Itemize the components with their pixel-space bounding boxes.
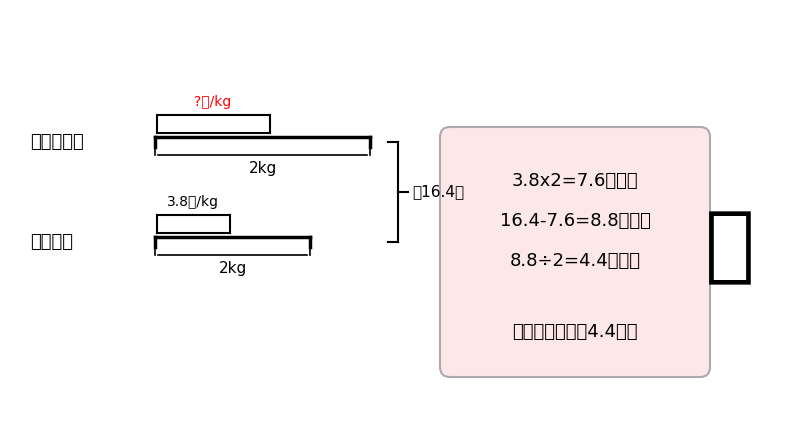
Text: ?元/kg: ?元/kg (194, 95, 231, 109)
Text: 3.8元/kg: 3.8元/kg (167, 195, 218, 209)
Text: 👦: 👦 (705, 207, 755, 287)
Text: 苹果总价：: 苹果总价： (30, 133, 83, 151)
Text: 2kg: 2kg (249, 161, 276, 176)
Text: 2kg: 2kg (218, 261, 247, 276)
Text: 3.8x2=7.6（元）: 3.8x2=7.6（元） (511, 172, 638, 190)
FancyBboxPatch shape (440, 127, 710, 377)
Text: 8.8÷2=4.4（元）: 8.8÷2=4.4（元） (510, 252, 641, 270)
Text: 共16.4元: 共16.4元 (412, 185, 464, 199)
Text: 梨总价：: 梨总价： (30, 233, 73, 251)
Text: 16.4-7.6=8.8（元）: 16.4-7.6=8.8（元） (499, 212, 650, 230)
Text: 答：苹果每千克4.4元。: 答：苹果每千克4.4元。 (512, 323, 638, 341)
